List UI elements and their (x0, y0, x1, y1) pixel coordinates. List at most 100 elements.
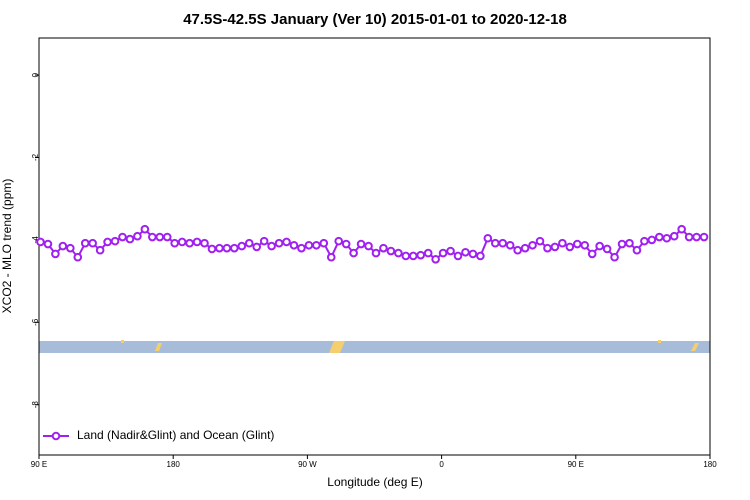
data-point (640, 236, 649, 246)
data-point (58, 241, 68, 251)
data-point (133, 231, 142, 241)
data-point (244, 238, 254, 248)
data-point (446, 246, 455, 256)
land-marks (121, 340, 699, 353)
x-tick-label: 90 E (31, 460, 47, 469)
data-point (498, 238, 508, 248)
data-point (312, 240, 321, 250)
data-point (505, 240, 515, 250)
y-tick-label: -2 (31, 153, 40, 161)
data-point (207, 244, 217, 254)
data-point (371, 248, 381, 258)
x-tick-label: 180 (167, 460, 181, 469)
data-point (215, 243, 224, 253)
data-point (587, 249, 597, 259)
x-tick-label: 90 W (298, 460, 317, 469)
data-point (148, 232, 157, 242)
data-point (103, 237, 112, 247)
data-point (237, 241, 247, 251)
data-point (580, 240, 590, 250)
data-point (490, 238, 500, 248)
data-point (326, 252, 336, 262)
data-point (51, 249, 60, 259)
x-tick-label: 0 (439, 460, 444, 469)
data-point (177, 237, 187, 247)
data-point (140, 224, 150, 234)
data-point (401, 251, 411, 261)
data-point (684, 232, 694, 242)
data-point (282, 237, 291, 247)
data-point (80, 238, 90, 248)
data-point (289, 240, 299, 250)
data-point (386, 246, 396, 256)
data-point (155, 232, 165, 242)
data-point (95, 245, 105, 255)
data-point (125, 234, 135, 244)
chart-title: 47.5S-42.5S January (Ver 10) 2015-01-01 … (183, 11, 567, 28)
data-point (334, 236, 344, 246)
data-point (341, 239, 351, 249)
plot-frame (38, 37, 711, 456)
data-point (677, 224, 686, 234)
data-point (543, 243, 552, 253)
data-point (110, 236, 120, 246)
data-point (528, 240, 537, 250)
y-tick-label: 0 (31, 72, 40, 77)
legend-marker (51, 431, 61, 441)
data-point (438, 248, 448, 258)
data-point (304, 240, 314, 250)
data-point (692, 232, 701, 242)
x-axis-title: Longitude (deg E) (327, 475, 422, 489)
data-point (274, 238, 284, 248)
data-point (655, 232, 664, 242)
data-point (259, 236, 269, 246)
data-point (669, 231, 679, 241)
data-point (513, 245, 522, 255)
data-point (632, 245, 642, 255)
x-tick-label: 90 E (568, 460, 584, 469)
data-point (699, 232, 709, 242)
data-point (222, 243, 232, 253)
legend-label: Land (Nadir&Glint) and Ocean (Glint) (77, 428, 274, 442)
data-point (625, 238, 634, 248)
data-point (483, 233, 493, 243)
data-point (118, 232, 127, 242)
y-axis-title: XCO2 - MLO trend (ppm) (0, 179, 14, 314)
data-point (617, 239, 627, 249)
data-point (379, 243, 388, 253)
data-point (252, 242, 262, 252)
data-point (162, 232, 172, 242)
data-point (423, 248, 433, 258)
data-point (416, 250, 426, 260)
data-point (73, 252, 83, 262)
data-point (602, 244, 612, 254)
data-point (461, 247, 470, 257)
data-point (230, 243, 239, 253)
data-point (185, 238, 194, 248)
data-point (36, 237, 45, 247)
data-point (43, 239, 53, 249)
data-point (535, 236, 545, 246)
data-point (88, 238, 97, 248)
y-tick-label: -4 (31, 236, 40, 244)
data-point (297, 243, 306, 253)
data-point (431, 254, 440, 264)
data-point (364, 241, 373, 251)
data-point (267, 241, 276, 251)
data-point (476, 251, 485, 261)
data-point (662, 233, 672, 243)
surface-strip (39, 341, 710, 353)
data-point (453, 251, 463, 261)
data-point (610, 252, 619, 262)
y-tick-label: -6 (31, 318, 40, 326)
data-point (647, 235, 657, 245)
data-point (192, 237, 202, 247)
data-point (356, 239, 366, 249)
data-point (319, 238, 329, 248)
data-point (468, 249, 478, 259)
data-point (520, 243, 530, 253)
data-point (565, 242, 575, 252)
data-point (394, 248, 403, 258)
